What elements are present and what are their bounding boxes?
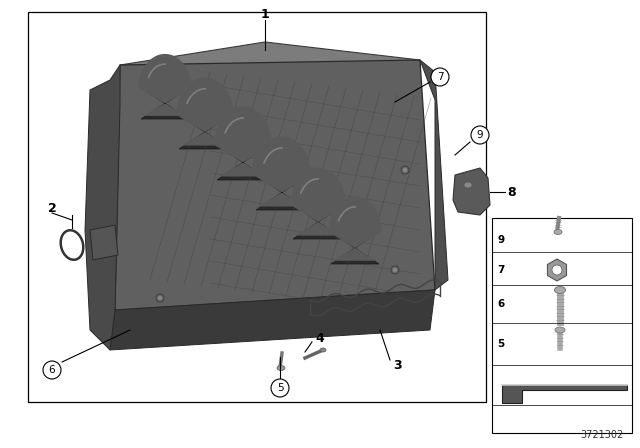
Text: 1: 1: [260, 8, 269, 21]
Text: 5: 5: [276, 383, 284, 393]
Text: 9: 9: [477, 130, 483, 140]
Polygon shape: [328, 196, 381, 261]
Text: 3721302: 3721302: [580, 430, 624, 440]
Circle shape: [391, 266, 399, 274]
Polygon shape: [179, 81, 231, 149]
Bar: [28, 12, 486, 402]
Ellipse shape: [555, 327, 565, 333]
Polygon shape: [293, 171, 343, 239]
Text: 7: 7: [497, 265, 504, 275]
Polygon shape: [217, 110, 269, 180]
Polygon shape: [253, 137, 310, 207]
Circle shape: [401, 166, 409, 174]
Polygon shape: [502, 385, 627, 403]
Ellipse shape: [320, 348, 326, 352]
Text: 2: 2: [47, 202, 56, 215]
Bar: [492, 218, 632, 433]
Circle shape: [271, 379, 289, 397]
Ellipse shape: [277, 366, 285, 370]
Text: 3: 3: [394, 358, 403, 371]
Polygon shape: [547, 259, 566, 281]
Polygon shape: [139, 54, 191, 116]
Text: 4: 4: [316, 332, 324, 345]
Ellipse shape: [554, 287, 566, 293]
Circle shape: [393, 268, 397, 272]
Polygon shape: [115, 60, 435, 310]
Circle shape: [403, 168, 407, 172]
Polygon shape: [177, 78, 234, 146]
Text: 6: 6: [497, 299, 504, 309]
Text: 5: 5: [497, 339, 504, 349]
Circle shape: [431, 68, 449, 86]
Polygon shape: [453, 168, 490, 215]
Polygon shape: [214, 107, 271, 177]
Circle shape: [552, 265, 562, 275]
Polygon shape: [85, 65, 120, 350]
Polygon shape: [331, 200, 379, 264]
Text: 7: 7: [436, 72, 444, 82]
Ellipse shape: [464, 182, 472, 188]
Polygon shape: [420, 60, 448, 290]
Polygon shape: [291, 168, 346, 236]
Polygon shape: [120, 42, 420, 105]
Ellipse shape: [554, 229, 562, 234]
Circle shape: [156, 294, 164, 302]
Circle shape: [471, 126, 489, 144]
Text: 6: 6: [49, 365, 55, 375]
Polygon shape: [90, 225, 118, 260]
Circle shape: [43, 361, 61, 379]
Text: 8: 8: [508, 185, 516, 198]
Polygon shape: [141, 57, 189, 119]
Polygon shape: [110, 290, 435, 350]
Text: 9: 9: [497, 235, 504, 245]
Circle shape: [158, 296, 162, 300]
Polygon shape: [256, 140, 308, 210]
